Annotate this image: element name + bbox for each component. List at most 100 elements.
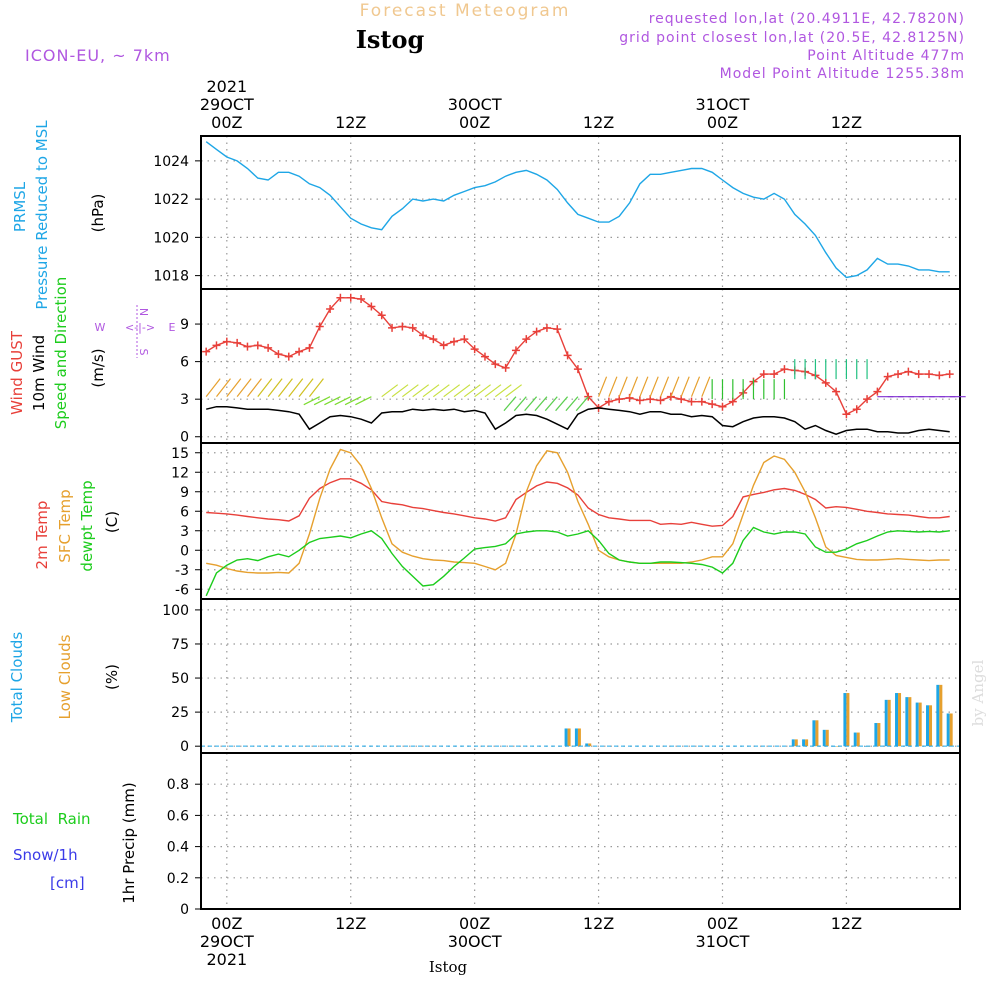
gust-marker <box>852 405 861 414</box>
model-label: ICON-EU, ~ 7km <box>25 46 171 65</box>
wind-arrow <box>453 384 471 398</box>
panel-2: 0 3 6 9 <box>180 288 961 446</box>
y-tick-label: 1024 <box>153 154 189 170</box>
y-tick-label: 0.2 <box>167 871 189 887</box>
gust-marker <box>553 325 562 334</box>
gust-marker <box>708 400 717 409</box>
gust-marker <box>656 396 665 405</box>
gust-marker <box>429 335 438 344</box>
gust-marker <box>233 338 242 347</box>
chart-title: Forecast Meteogram <box>360 1 571 21</box>
y-tick-label: 1022 <box>153 192 189 208</box>
panel3-label-dewpt: dewpt Temp <box>78 480 96 571</box>
bar-low_clouds <box>929 705 933 747</box>
y-tick-label: 1018 <box>153 269 189 285</box>
wind-arrow <box>555 396 569 412</box>
gust-marker <box>470 345 479 354</box>
compass-south: S <box>137 349 150 356</box>
gust-marker <box>501 363 510 372</box>
gust-marker <box>274 350 283 359</box>
y-tick-label: 9 <box>180 485 189 501</box>
bar-total_clouds <box>936 684 940 747</box>
point-altitude: Point Altitude 477m <box>807 48 965 64</box>
y-tick-label: -6 <box>175 582 189 598</box>
bar-low_clouds <box>918 702 922 747</box>
gust-marker <box>439 341 448 350</box>
plot-layer: 10181020102210240369-6-30369121502550751… <box>153 77 966 969</box>
top-time-label: 12Z <box>335 113 366 132</box>
location-title: Istog <box>356 25 425 54</box>
gust-marker <box>532 327 541 336</box>
y-tick-label: 0 <box>180 902 189 918</box>
gust-marker <box>894 370 903 379</box>
gust-marker <box>925 370 934 379</box>
gust-marker <box>264 343 273 352</box>
bar-low_clouds <box>949 713 953 747</box>
model-altitude: Model Point Altitude 1255.38m <box>720 66 965 82</box>
top-year-label: 2021 <box>206 77 247 96</box>
gust-marker <box>336 293 345 302</box>
gust-marker <box>522 335 531 344</box>
gust-marker <box>491 360 500 369</box>
gust-marker <box>357 295 366 304</box>
bar-low_clouds <box>805 739 809 747</box>
series-temp2m <box>206 478 950 527</box>
panel1-label-pressure: Pressure Reduced to MSL <box>33 120 51 310</box>
compass-east: E <box>169 321 176 334</box>
bar-low_clouds <box>825 729 829 747</box>
wind-arrow <box>236 378 252 398</box>
panel5-label-rain: Total Rain <box>12 810 91 828</box>
bar-total_clouds <box>585 743 589 747</box>
panel3-label-sfc: SFC Temp <box>56 489 74 562</box>
series-prmsl <box>205 141 950 279</box>
gust-marker <box>883 372 892 381</box>
wind-arrow <box>628 376 639 397</box>
bar-low_clouds <box>856 732 860 747</box>
gust-marker <box>873 387 882 396</box>
bar-total_clouds <box>574 728 578 747</box>
wind-arrow <box>257 378 273 398</box>
panel4-unit: (%) <box>103 664 121 690</box>
panel1-unit: (hPa) <box>89 194 107 233</box>
wind-arrow <box>575 396 589 412</box>
y-tick-label: 0 <box>180 739 189 755</box>
bar-total_clouds <box>564 728 568 747</box>
wind-arrow <box>308 378 324 398</box>
gust-marker <box>253 341 262 350</box>
gust-marker <box>904 367 913 376</box>
bottom-date-label: 31OCT <box>696 932 750 951</box>
top-time-label: 00Z <box>211 113 242 132</box>
compass-ew-arrow: <-|-> <box>125 321 155 334</box>
y-tick-label: 0.8 <box>167 777 189 793</box>
bar-total_clouds <box>915 702 919 747</box>
bar-total_clouds <box>884 699 888 747</box>
wind-arrow <box>226 378 242 398</box>
bar-total_clouds <box>843 693 847 747</box>
panel-1: 1018 1020 1022 1024 <box>153 135 961 290</box>
bar-total_clouds <box>864 746 868 747</box>
wind-arrow <box>639 376 649 397</box>
wind-arrow <box>303 396 321 406</box>
gust-marker <box>202 347 211 356</box>
gust-marker <box>563 351 572 360</box>
y-tick-label: 100 <box>162 603 189 619</box>
panel3-label-temp2m: 2m Temp <box>33 501 51 570</box>
bar-total_clouds <box>946 713 950 747</box>
bottom-time-label: 12Z <box>583 914 614 933</box>
bar-low_clouds <box>908 697 912 747</box>
bar-total_clouds <box>791 739 795 747</box>
wind-arrow <box>422 384 440 398</box>
y-tick-label: 0.6 <box>167 808 189 824</box>
bar-low_clouds <box>567 728 571 747</box>
bar-low_clouds <box>939 684 943 747</box>
gust-marker <box>697 397 706 406</box>
wind-arrow <box>216 378 231 398</box>
bottom-date-label: 30OCT <box>448 932 502 951</box>
wind-arrow <box>649 376 659 397</box>
gust-marker <box>914 370 923 379</box>
bottom-date-label: 29OCT <box>200 932 254 951</box>
credit: by Angel <box>969 659 987 726</box>
gust-marker <box>666 392 675 401</box>
bar-low_clouds <box>794 739 798 747</box>
